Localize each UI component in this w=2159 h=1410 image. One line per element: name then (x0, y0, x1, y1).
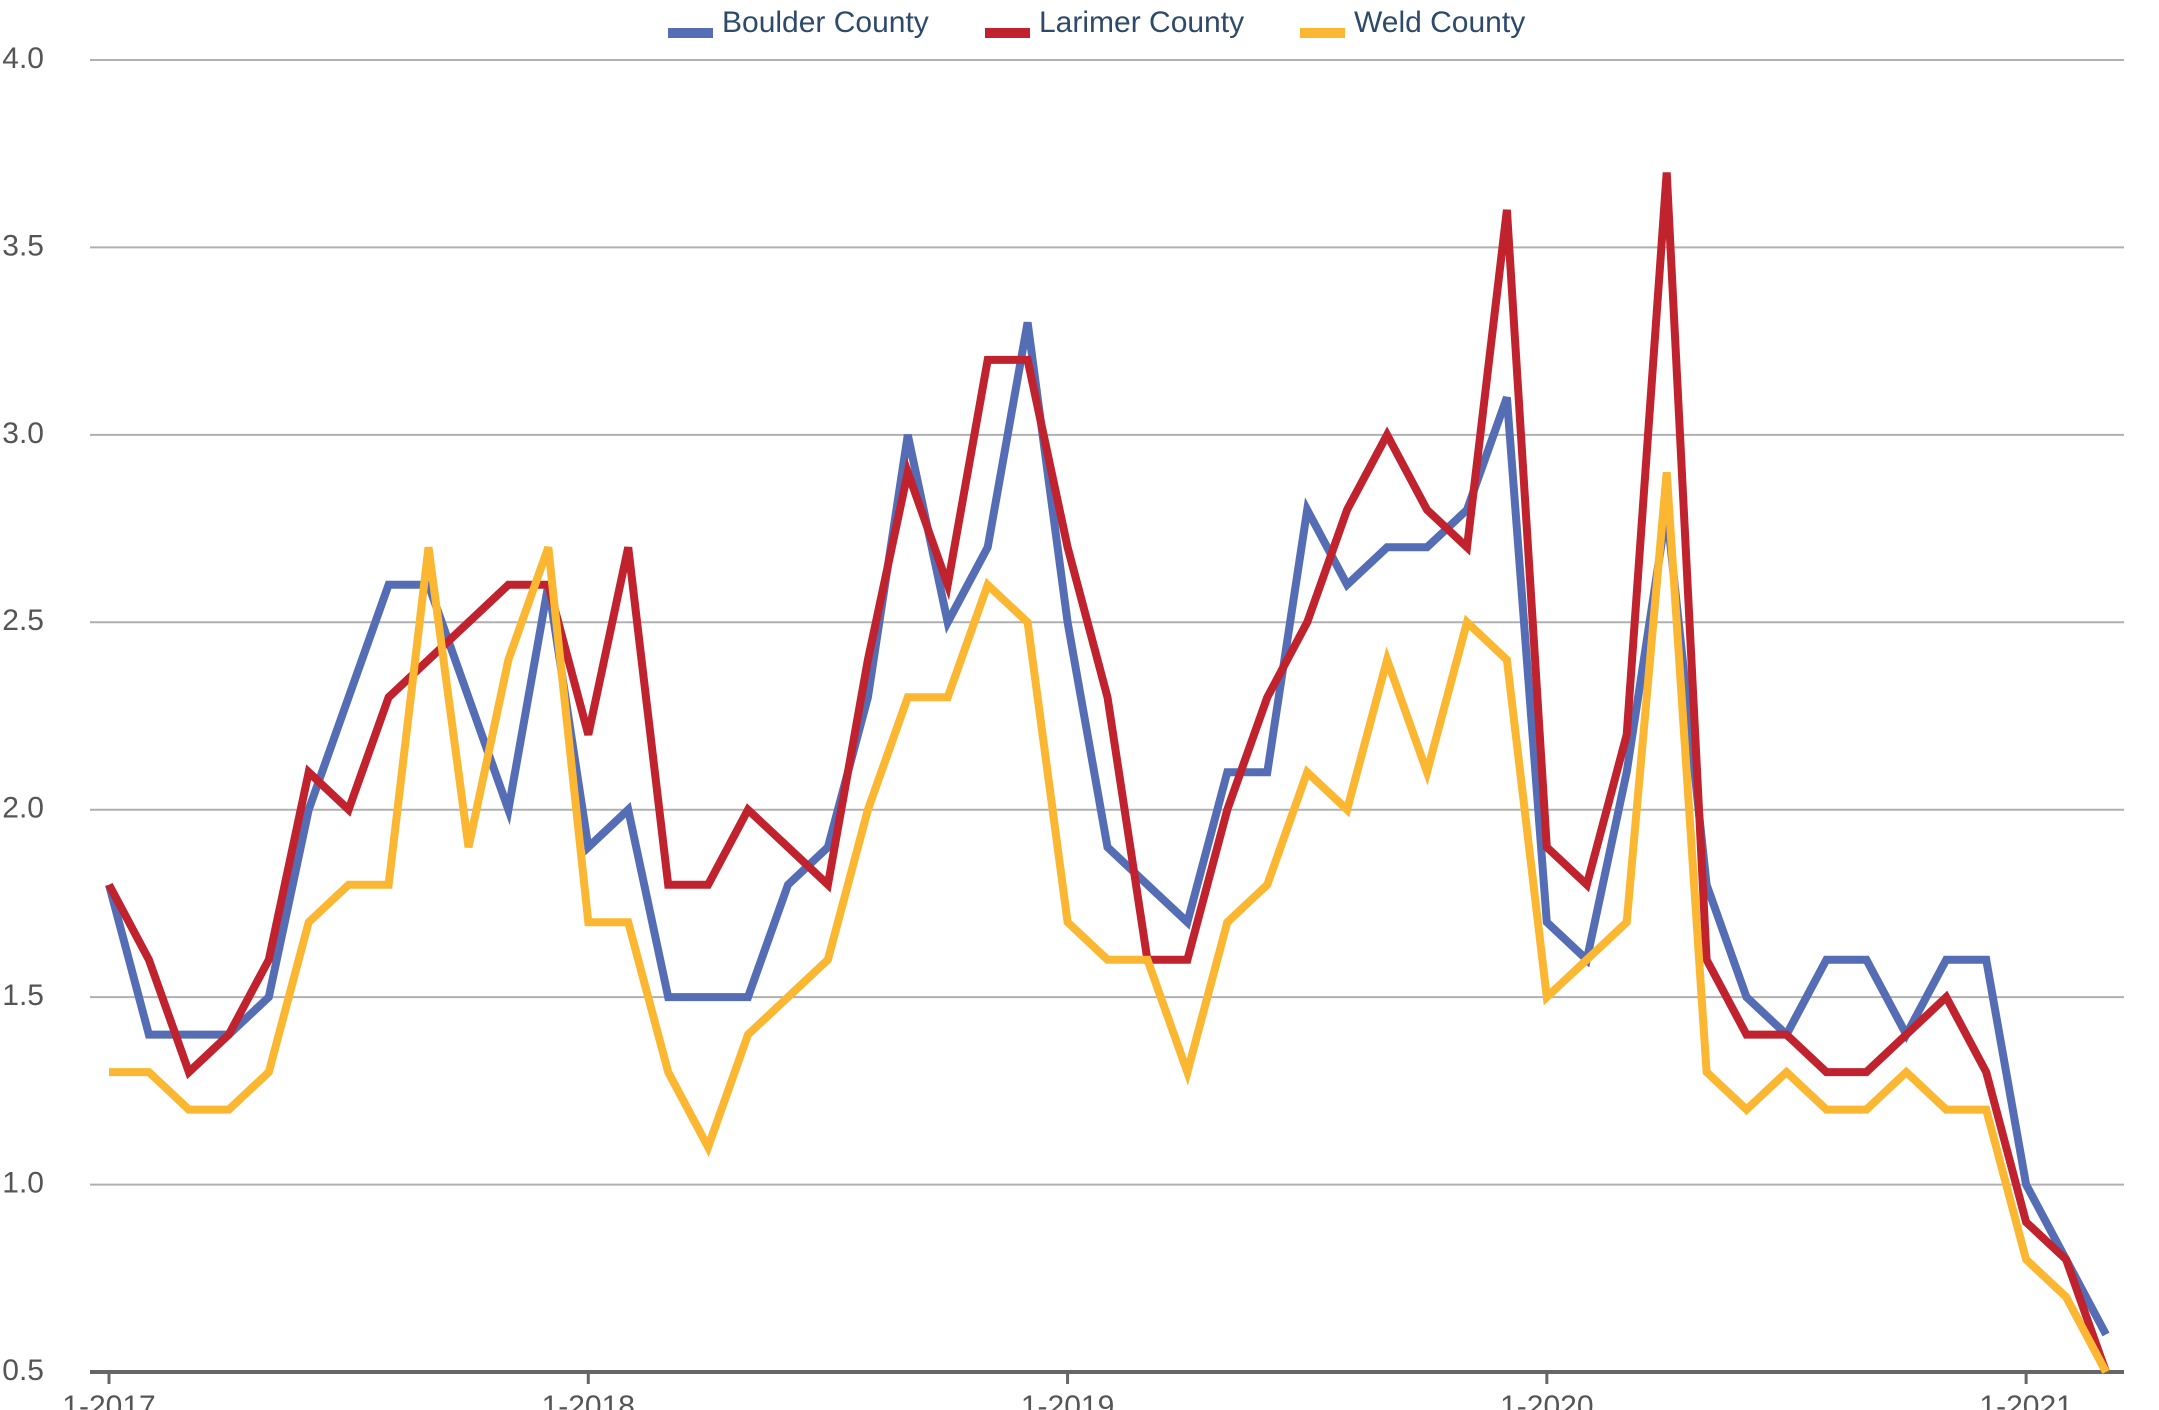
x-tick-label: 1-2018 (542, 1390, 635, 1410)
y-tick-label: 2.0 (2, 792, 44, 825)
legend-label: Larimer County (1039, 6, 1244, 39)
legend-swatch (668, 28, 713, 38)
legend-label: Boulder County (722, 6, 929, 39)
x-tick-label: 1-2019 (1021, 1390, 1114, 1410)
y-tick-label: 3.0 (2, 417, 44, 450)
line-series (105, 321, 2110, 1337)
x-tick-label: 1-2017 (62, 1390, 155, 1410)
y-tick-label: 2.5 (2, 604, 44, 637)
y-tick-label: 1.5 (2, 979, 44, 1012)
line-series (109, 471, 2110, 1374)
line-series (105, 172, 2110, 1374)
x-tick-label: 1-2020 (1500, 1390, 1593, 1410)
y-tick-label: 1.0 (2, 1166, 44, 1199)
legend-label: Weld County (1354, 6, 1525, 39)
y-tick-label: 0.5 (2, 1354, 44, 1387)
y-tick-label: 3.5 (2, 229, 44, 262)
legend-swatch (1300, 28, 1345, 38)
x-tick-label: 1-2021 (1979, 1390, 2072, 1410)
legend-swatch (985, 28, 1030, 38)
y-tick-label: 4.0 (2, 42, 44, 75)
